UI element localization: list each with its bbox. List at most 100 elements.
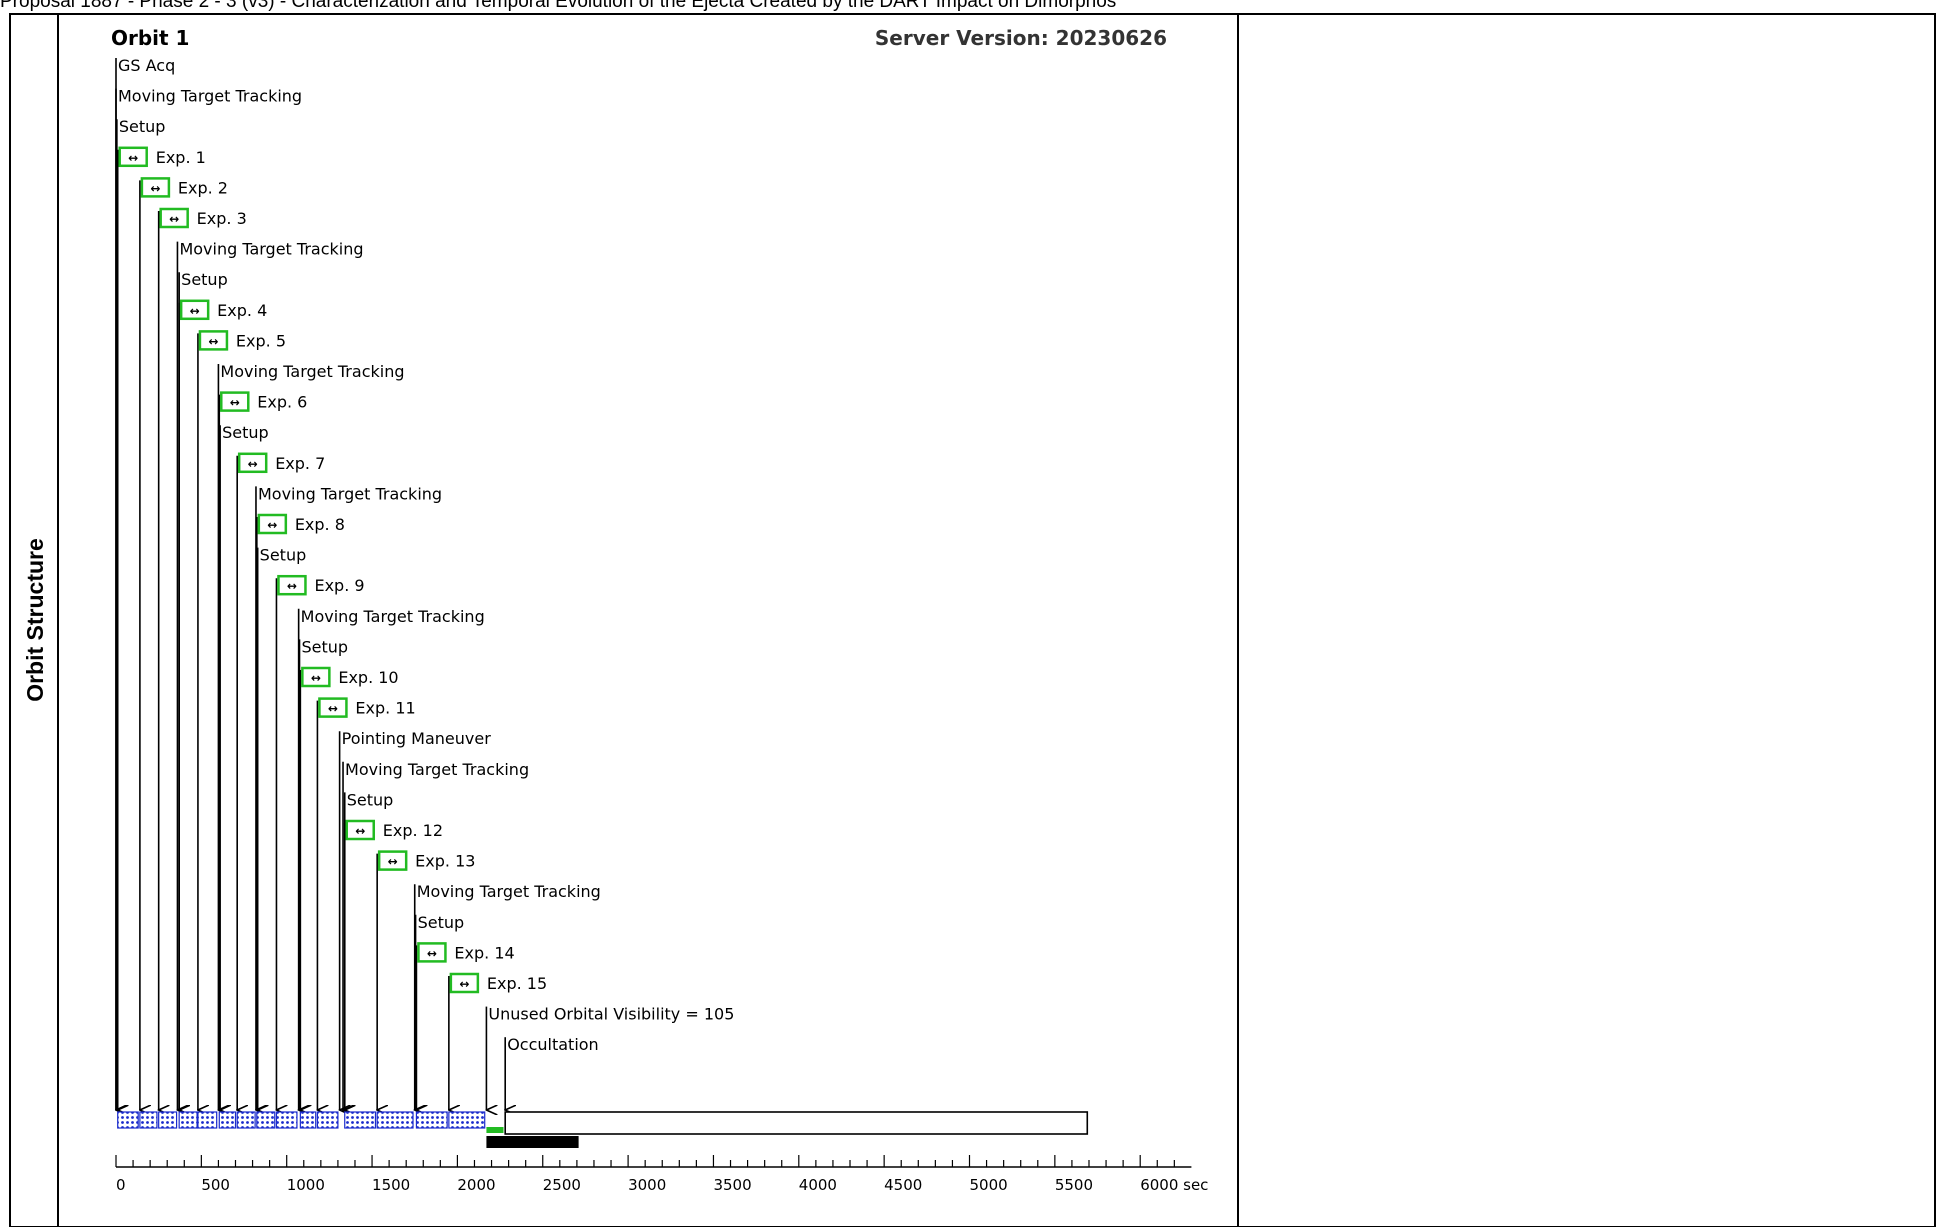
event-label: Exp. 12	[383, 821, 443, 840]
exposure-event: ↔ Exp. 9	[276, 574, 365, 1110]
exposure-block	[344, 1111, 377, 1129]
exposure-icon: ↔	[318, 697, 348, 718]
exposure-event: ↔ Exp. 12	[345, 819, 443, 1110]
axis-tick-label: 3500	[713, 1176, 751, 1194]
exposure-block	[448, 1111, 486, 1129]
exposure-icon: ↔	[417, 942, 447, 963]
exposure-icon-box	[449, 972, 480, 994]
exposure-block	[178, 1111, 198, 1129]
event-label: Moving Target Tracking	[179, 240, 363, 259]
exposure-event: ↔ Exp. 15	[449, 972, 547, 1110]
exposure-icon: ↔	[257, 513, 288, 535]
exposure-icon-box	[318, 697, 348, 718]
event-label: Moving Target Tracking	[220, 362, 404, 381]
exposure-icon-box	[118, 146, 148, 168]
exposure-icon-box	[377, 850, 408, 871]
event-label: Moving Target Tracking	[417, 882, 601, 901]
event-label: Setup	[302, 637, 349, 656]
axis-tick-label: 4000	[799, 1176, 837, 1194]
exposure-icon-box	[257, 513, 288, 535]
event-marker: Moving Target Tracking	[299, 607, 485, 1110]
exposure-block	[197, 1111, 218, 1129]
event-label: Exp. 11	[355, 699, 415, 718]
exposure-event: ↔ Exp. 1	[118, 146, 206, 1110]
exposure-icon-box	[301, 666, 331, 688]
event-marker: Moving Target Tracking	[116, 87, 302, 1110]
exposure-icon: ↔	[118, 146, 148, 168]
event-label: Moving Target Tracking	[345, 760, 529, 779]
exposure-block	[299, 1111, 317, 1129]
event-label: Exp. 10	[338, 668, 398, 687]
axis-tick-label: 2000	[457, 1176, 495, 1194]
event-marker: Setup	[117, 117, 166, 1110]
event-marker: Setup	[300, 637, 349, 1110]
exposure-icon-arrow: ↔	[169, 212, 179, 226]
exposure-event: ↔ Exp. 10	[300, 666, 399, 1110]
exposure-event: ↔ Exp. 13	[377, 850, 475, 1110]
proposal-header: Proposal 1887 - Phase 2 - 3 (v3) - Chara…	[0, 0, 1117, 12]
event-label: Exp. 9	[314, 576, 364, 595]
event-label: Setup	[260, 546, 307, 565]
exposure-icon: ↔	[179, 299, 210, 321]
exposure-block	[218, 1111, 237, 1129]
exposure-icon-arrow: ↔	[267, 518, 277, 532]
event-label: Setup	[181, 270, 228, 289]
exposure-icon-arrow: ↔	[128, 151, 138, 165]
event-label: Exp. 7	[275, 454, 325, 473]
axis-tick-label: 0	[116, 1176, 126, 1194]
event-label: Setup	[119, 117, 166, 136]
exposure-icon-box	[220, 391, 250, 412]
timeline-bars	[117, 1111, 1089, 1148]
event-label: Exp. 14	[454, 943, 514, 962]
axis-tick-label: 500	[201, 1176, 230, 1194]
axis-tick-label: 6000 sec	[1140, 1176, 1208, 1194]
exposure-icon-arrow: ↔	[190, 304, 200, 318]
orbit-title: Orbit 1	[111, 26, 189, 50]
event-marker: Moving Target Tracking	[256, 484, 442, 1110]
axis-tick-label: 5000	[970, 1176, 1008, 1194]
exposure-icon-arrow: ↔	[427, 946, 437, 960]
exposure-event: ↔ Exp. 8	[257, 513, 345, 1110]
exposure-icon-box	[159, 207, 189, 229]
exposure-block	[139, 1111, 158, 1129]
exposure-event: ↔ Exp. 3	[159, 207, 247, 1110]
exposure-icon-box	[179, 299, 210, 321]
event-label: Setup	[222, 423, 269, 442]
exposure-icon: ↔	[198, 330, 229, 351]
exposure-icon-arrow: ↔	[150, 181, 160, 195]
event-label: Moving Target Tracking	[301, 607, 485, 626]
exposure-event: ↔ Exp. 6	[219, 391, 307, 1110]
event-label: Exp. 1	[156, 148, 206, 167]
exposure-event: ↔ Exp. 7	[237, 452, 325, 1110]
exposure-icon-box	[140, 177, 171, 198]
side-label: Orbit Structure	[22, 538, 48, 702]
exposure-icon-box	[417, 942, 447, 963]
exposure-icon: ↔	[377, 850, 408, 871]
exposure-block	[158, 1111, 178, 1129]
event-marker: Setup	[220, 423, 269, 1110]
event-marker: Moving Target Tracking	[177, 240, 364, 1110]
orbit-black-bar	[486, 1136, 579, 1148]
event-label: Exp. 13	[415, 852, 475, 871]
outer-frame	[9, 13, 1936, 1227]
event-label: Exp. 6	[257, 393, 307, 412]
axis-tick-label: 1500	[372, 1176, 410, 1194]
event-marker: Setup	[258, 546, 307, 1110]
event-marker: Unused Orbital Visibility = 105	[486, 1005, 734, 1110]
axis-tick-label: 2500	[543, 1176, 581, 1194]
occultation-bar	[504, 1111, 1089, 1135]
server-version: Server Version: 20230626	[875, 26, 1167, 50]
event-marker: Moving Target Tracking	[415, 882, 601, 1110]
exposure-event: ↔ Exp. 4	[179, 299, 267, 1110]
event-markers: GS Acq Moving Target Tracking Setup ↔ Exp. 1…	[116, 56, 734, 1110]
exposure-event: ↔ Exp. 2	[140, 177, 228, 1110]
event-label: GS Acq	[118, 56, 175, 75]
event-label: Setup	[418, 913, 465, 932]
event-label: Occultation	[507, 1035, 599, 1054]
exposure-icon-box	[345, 819, 375, 841]
event-marker: Moving Target Tracking	[343, 760, 529, 1110]
axis-tick-label: 3000	[628, 1176, 666, 1194]
exposure-icon: ↔	[220, 391, 250, 412]
exposure-event: ↔ Exp. 11	[317, 697, 416, 1110]
